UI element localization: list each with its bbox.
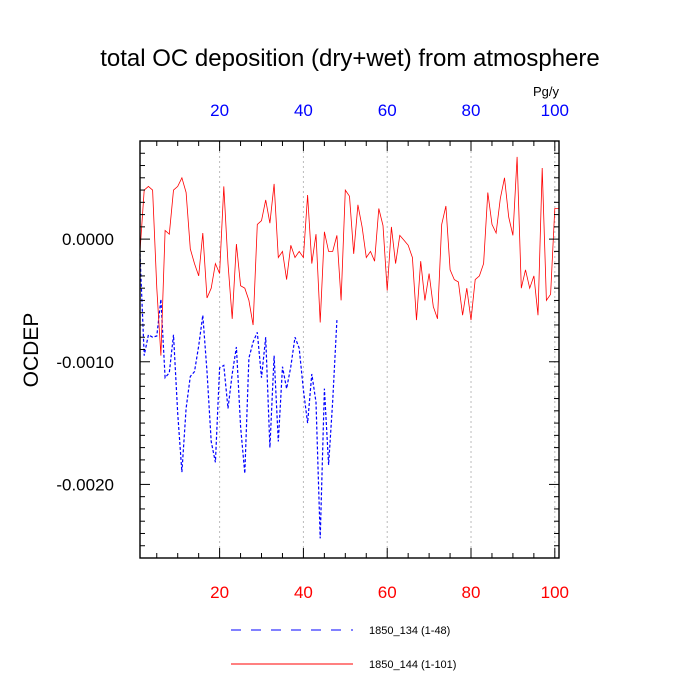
top-x-tick-label: 60 [378,101,397,120]
x-tick-label: 20 [210,583,229,602]
top-x-tick-label: 100 [541,101,569,120]
top-x-tick-label: 20 [210,101,229,120]
series-group [139,156,559,539]
grid-lines [219,141,556,558]
legend-label: 1850_144 (1-101) [369,659,456,671]
axis-ticks [140,141,559,558]
x-tick-label: 80 [462,583,481,602]
legend: 1850_134 (1-48) 1850_144 (1-101) [231,625,456,671]
top-x-tick-label: 80 [462,101,481,120]
top-x-tick-label: 40 [294,101,313,120]
series-line [139,156,559,356]
y-tick-label: -0.0010 [56,353,114,372]
x-tick-label: 40 [294,583,313,602]
plot-frame [139,140,560,559]
x-tick-label: 100 [541,583,569,602]
y-tick-label: 0.0000 [62,230,114,249]
y-axis-label: OCDEP [20,313,43,388]
y-tick-label: -0.0020 [56,475,114,494]
legend-label: 1850_134 (1-48) [369,625,450,637]
x-tick-label: 60 [378,583,397,602]
series-line [139,253,338,539]
top-axis-unit: Pg/y [533,84,560,99]
chart-title: total OC deposition (dry+wet) from atmos… [100,45,600,72]
tick-labels: 20 20 40 40 60 60 80 80 100 100 0.0000 -0.0010 -0.00… [56,101,569,602]
